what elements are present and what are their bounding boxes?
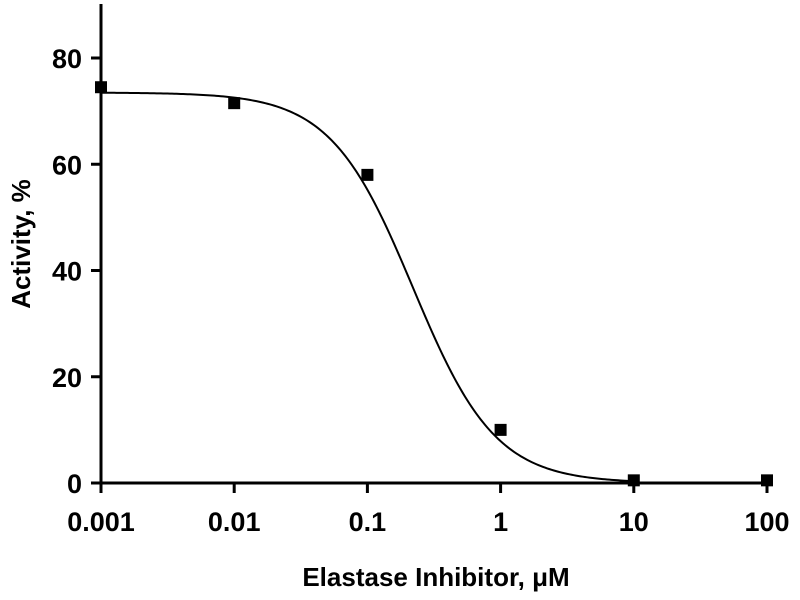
data-point — [95, 81, 107, 94]
fit-curve — [100, 91, 634, 483]
data-points — [95, 81, 773, 487]
data-point — [361, 168, 374, 181]
data-point — [761, 474, 773, 487]
data-point — [627, 474, 640, 487]
x-axis-title: Elastase Inhibitor, μM — [302, 562, 569, 592]
x-tick-label: 10 — [619, 507, 649, 537]
y-tick-label: 60 — [52, 150, 82, 180]
data-point — [228, 97, 241, 110]
y-tick-label: 0 — [67, 469, 82, 499]
data-point — [494, 423, 507, 436]
x-tick-label: 0.001 — [67, 507, 135, 537]
x-tick-label: 100 — [744, 507, 789, 537]
y-tick-label: 40 — [52, 257, 82, 287]
x-tick-label: 0.1 — [349, 507, 387, 537]
y-tick-label: 20 — [52, 363, 82, 393]
y-axis-title: Activity, % — [6, 179, 36, 309]
x-tick-label: 0.01 — [208, 507, 261, 537]
x-ticks: 0.001 0.01 0.1 1 10 100 — [67, 483, 790, 537]
y-ticks: 0 20 40 60 80 — [52, 44, 101, 499]
x-tick-label: 1 — [493, 507, 508, 537]
axes — [99, 4, 771, 485]
y-tick-label: 80 — [52, 44, 82, 74]
